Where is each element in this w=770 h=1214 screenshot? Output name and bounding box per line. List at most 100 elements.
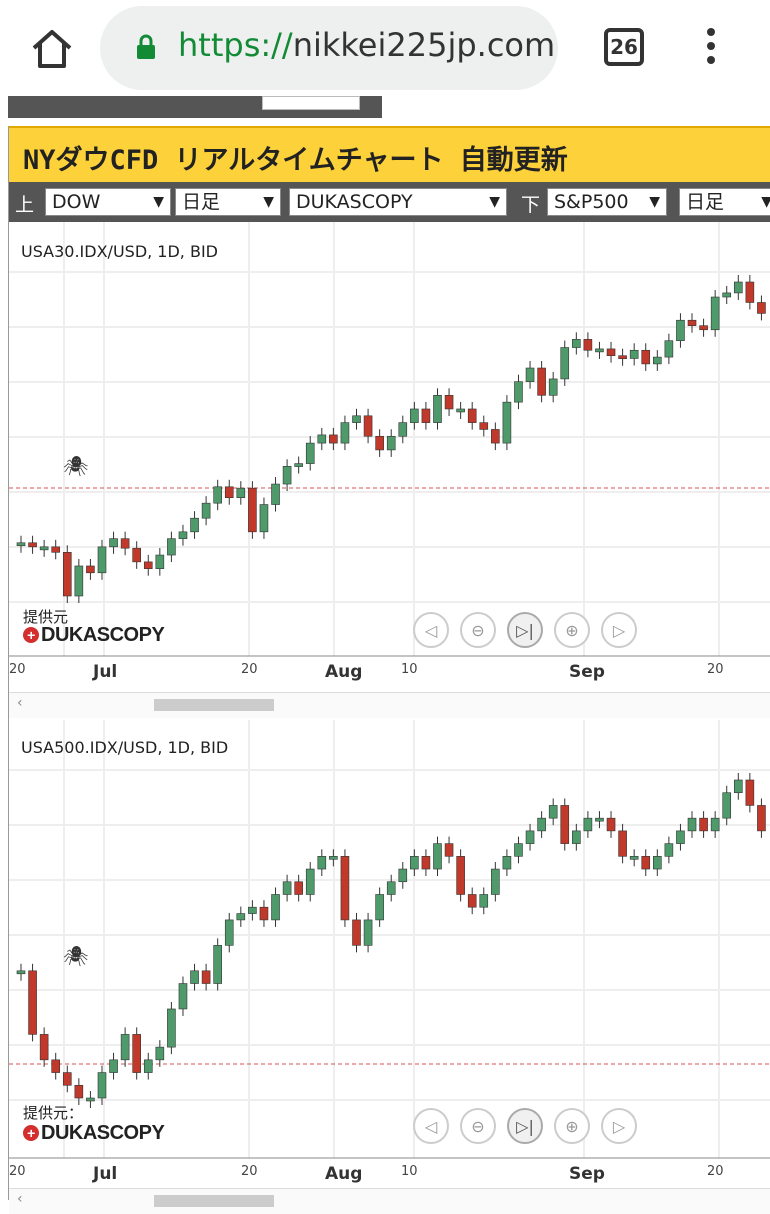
candle: [201, 502, 211, 519]
tab-count-button[interactable]: 26: [604, 28, 644, 66]
candle: [143, 1059, 153, 1073]
lower-symbol-select[interactable]: S&P500 ▼: [547, 188, 667, 216]
candle: [167, 538, 176, 556]
candle: [433, 843, 442, 870]
x-tick-label: 20: [9, 662, 26, 677]
candle: [86, 565, 95, 574]
candle: [143, 561, 153, 569]
panel-title: NYダウCFD リアルタイムチャート 自動更新: [9, 126, 770, 182]
candle: [699, 325, 708, 331]
candle: [722, 792, 732, 819]
lower-scroll-thumb[interactable]: [154, 1195, 274, 1207]
candle: [329, 434, 338, 444]
upper-scroll-thumb[interactable]: [154, 699, 274, 711]
scroll-left-icon[interactable]: ‹: [17, 695, 23, 711]
upper-source-select[interactable]: DUKASCOPY ▼: [289, 188, 507, 216]
auto-scroll-button[interactable]: ▷|: [507, 1108, 543, 1144]
candle: [294, 881, 303, 895]
candle: [606, 348, 616, 357]
candle: [109, 1059, 118, 1073]
lower-period-select[interactable]: 日足▼: [679, 188, 770, 216]
lower-chart-plot[interactable]: [9, 720, 770, 1194]
candle: [687, 319, 697, 326]
candle: [213, 486, 222, 504]
candle: [629, 856, 639, 860]
candle: [375, 894, 384, 921]
pan-left-button[interactable]: ◁: [413, 1108, 449, 1144]
candle: [410, 856, 419, 870]
zoom-out-button[interactable]: ⊖: [460, 612, 496, 648]
candle: [97, 1072, 107, 1099]
candle: [653, 356, 662, 365]
candle: [491, 429, 500, 444]
candle: [178, 531, 188, 539]
candle: [641, 856, 651, 870]
candle: [595, 348, 604, 353]
candle: [155, 1046, 165, 1061]
zoom-in-button[interactable]: ⊕: [554, 612, 590, 648]
upper-chart-label: USA30.IDX/USD, 1D, BID: [21, 242, 218, 261]
candle: [62, 552, 72, 597]
lower-chart-scrollbar[interactable]: ‹: [9, 1188, 770, 1214]
candle: [629, 349, 639, 359]
candle: [305, 442, 315, 464]
upper-symbol-select[interactable]: DOW ▼: [45, 188, 171, 216]
candle: [386, 881, 396, 895]
lower-label: 下: [521, 194, 541, 216]
candle: [757, 302, 766, 314]
candle: [444, 843, 454, 857]
candle: [305, 868, 315, 895]
candle: [676, 830, 685, 844]
upper-chart-plot[interactable]: [9, 222, 770, 692]
candle: [120, 538, 130, 549]
candle: [456, 856, 465, 895]
x-tick-label: 20: [707, 1164, 724, 1179]
candle: [236, 913, 246, 921]
candle: [572, 830, 581, 844]
candle: [178, 983, 188, 1010]
candle: [583, 817, 593, 832]
candle: [120, 1034, 130, 1061]
upper-period-select[interactable]: 日足 ▼: [175, 188, 281, 216]
lower-chart[interactable]: USA500.IDX/USD, 1D, BID 🕷 提供元： + DUKASCOP…: [9, 720, 770, 1194]
candle: [28, 970, 37, 1035]
x-tick-label: 10: [401, 662, 418, 677]
candle: [375, 435, 384, 451]
candle: [699, 817, 708, 832]
upper-chart[interactable]: USA30.IDX/USD, 1D, BID 🕷 提供元 + DUKASCOPY …: [9, 222, 770, 692]
candle: [467, 894, 477, 908]
candle: [618, 830, 627, 857]
candle: [456, 408, 465, 413]
lock-icon: [137, 34, 155, 59]
auto-scroll-button[interactable]: ▷|: [507, 612, 543, 648]
bug-icon: 🕷: [63, 454, 89, 478]
zoom-out-button[interactable]: ⊖: [460, 1108, 496, 1144]
upper-dukascopy-logo: + DUKASCOPY: [23, 624, 165, 647]
candle: [39, 1034, 49, 1061]
upper-provider-label: 提供元: [23, 608, 69, 626]
x-tick-label: 20: [241, 1164, 258, 1179]
lower-provider-label: 提供元：: [23, 1104, 84, 1122]
candle: [294, 463, 303, 467]
scroll-left-icon[interactable]: ‹: [17, 1191, 23, 1207]
zoom-in-button[interactable]: ⊕: [554, 1108, 590, 1144]
pan-left-button[interactable]: ◁: [413, 612, 449, 648]
pan-right-button[interactable]: ▷: [601, 612, 637, 648]
home-icon[interactable]: [28, 24, 76, 72]
candle: [86, 1097, 95, 1102]
candle: [444, 395, 454, 410]
candle: [548, 378, 558, 396]
candle: [386, 435, 396, 451]
candle: [398, 422, 408, 437]
lower-chart-toolbar: ◁ ⊖ ▷| ⊕ ▷: [413, 1108, 637, 1144]
candle: [109, 538, 118, 548]
upper-chart-scrollbar[interactable]: ‹: [9, 692, 770, 718]
candle: [710, 296, 720, 331]
candle: [132, 547, 141, 563]
x-tick-label: Jul: [93, 662, 118, 682]
overflow-menu-icon[interactable]: [704, 28, 718, 68]
candle: [201, 970, 211, 984]
candle: [352, 415, 361, 423]
pan-right-button[interactable]: ▷: [601, 1108, 637, 1144]
address-bar[interactable]: https://nikkei225jp.com: [100, 6, 558, 90]
